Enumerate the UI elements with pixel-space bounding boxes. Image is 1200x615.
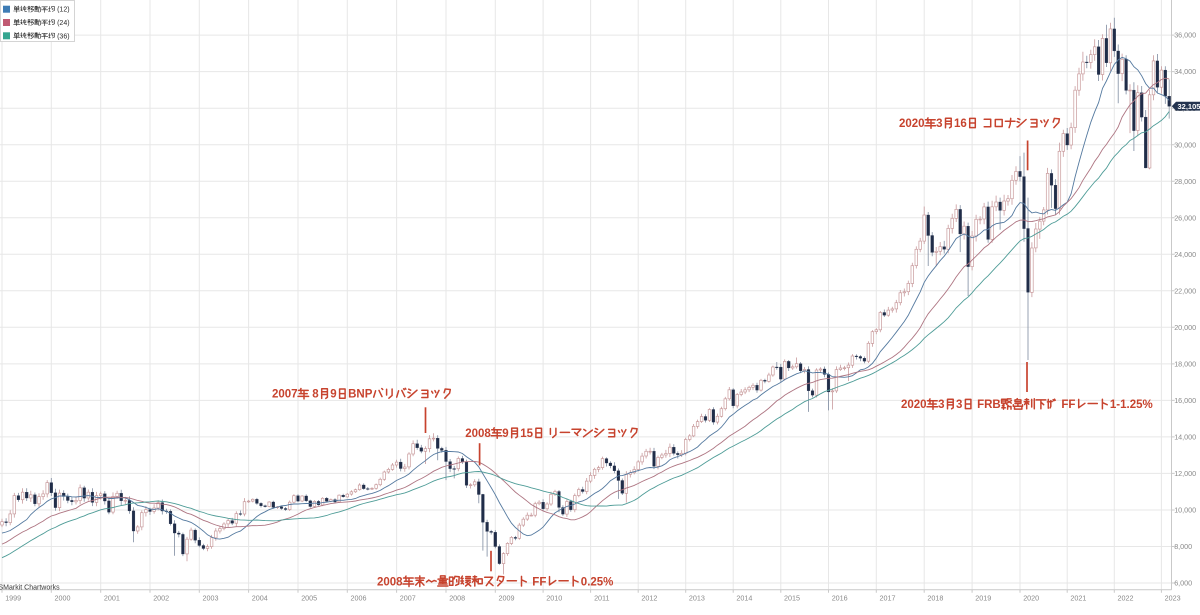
svg-text:2015: 2015 xyxy=(784,593,800,602)
svg-text:FRB: FRB xyxy=(977,399,1001,411)
svg-text:2022: 2022 xyxy=(1118,593,1134,602)
svg-text:SMarkit Chartworks: SMarkit Chartworks xyxy=(0,584,60,591)
svg-text:(24): (24) xyxy=(57,20,69,27)
svg-text:2020: 2020 xyxy=(1023,593,1039,602)
svg-text:2006: 2006 xyxy=(351,593,367,602)
svg-text:BNP: BNP xyxy=(348,389,373,401)
svg-text:2008: 2008 xyxy=(449,593,465,602)
svg-text:34,000: 34,000 xyxy=(1174,67,1196,76)
svg-text:32,105: 32,105 xyxy=(1178,102,1200,111)
svg-text:16: 16 xyxy=(954,118,967,130)
svg-text:2000: 2000 xyxy=(55,593,71,602)
svg-text:2010: 2010 xyxy=(546,593,562,602)
svg-text:12,000: 12,000 xyxy=(1174,469,1196,478)
svg-text:2023: 2023 xyxy=(1165,593,1181,602)
svg-text:2013: 2013 xyxy=(689,593,705,602)
svg-text:6,000: 6,000 xyxy=(1174,579,1192,588)
svg-text:2014: 2014 xyxy=(736,593,752,602)
svg-text:2007: 2007 xyxy=(272,389,298,401)
svg-text:2020: 2020 xyxy=(901,399,927,411)
svg-text:3: 3 xyxy=(936,118,942,130)
svg-text:22,000: 22,000 xyxy=(1174,286,1196,295)
svg-text:3: 3 xyxy=(938,399,944,411)
svg-text:2004: 2004 xyxy=(252,593,268,602)
svg-text:2009: 2009 xyxy=(499,593,515,602)
svg-text:2020: 2020 xyxy=(899,118,925,130)
svg-text:14,000: 14,000 xyxy=(1174,433,1196,442)
svg-text:2007: 2007 xyxy=(400,593,416,602)
svg-text:36,000: 36,000 xyxy=(1174,31,1196,40)
svg-text:2012: 2012 xyxy=(641,593,657,602)
svg-text:9: 9 xyxy=(330,389,336,401)
svg-text:16,000: 16,000 xyxy=(1174,396,1196,405)
svg-text:2008: 2008 xyxy=(377,576,403,588)
svg-text:10,000: 10,000 xyxy=(1174,506,1196,515)
svg-text:18,000: 18,000 xyxy=(1174,360,1196,369)
svg-text:2019: 2019 xyxy=(975,593,991,602)
svg-text:26,000: 26,000 xyxy=(1174,213,1196,222)
svg-text:2017: 2017 xyxy=(880,593,896,602)
svg-text:2002: 2002 xyxy=(153,593,169,602)
svg-text:FF: FF xyxy=(532,576,546,588)
svg-text:2011: 2011 xyxy=(594,593,609,602)
svg-text:24,000: 24,000 xyxy=(1174,250,1196,259)
svg-text:15: 15 xyxy=(520,428,533,440)
svg-text:2001: 2001 xyxy=(104,593,120,602)
svg-text:1-1.25%: 1-1.25% xyxy=(1110,399,1153,411)
svg-text:2008: 2008 xyxy=(465,428,491,440)
svg-text:2005: 2005 xyxy=(301,593,317,602)
svg-text:8: 8 xyxy=(312,389,319,401)
svg-text:2018: 2018 xyxy=(927,593,943,602)
svg-text:9: 9 xyxy=(502,428,508,440)
svg-text:3: 3 xyxy=(956,399,962,411)
svg-text:20,000: 20,000 xyxy=(1174,323,1196,332)
svg-text:0.25%: 0.25% xyxy=(581,576,614,588)
svg-text:(36): (36) xyxy=(57,33,69,40)
svg-text:FF: FF xyxy=(1061,399,1075,411)
svg-text:1999: 1999 xyxy=(5,593,21,602)
svg-text:2016: 2016 xyxy=(832,593,848,602)
svg-text:8,000: 8,000 xyxy=(1174,542,1192,551)
svg-text:30,000: 30,000 xyxy=(1174,140,1196,149)
svg-text:2003: 2003 xyxy=(203,593,219,602)
svg-text:28,000: 28,000 xyxy=(1174,177,1196,186)
svg-text:2021: 2021 xyxy=(1070,593,1086,602)
svg-text:(12): (12) xyxy=(57,7,69,14)
